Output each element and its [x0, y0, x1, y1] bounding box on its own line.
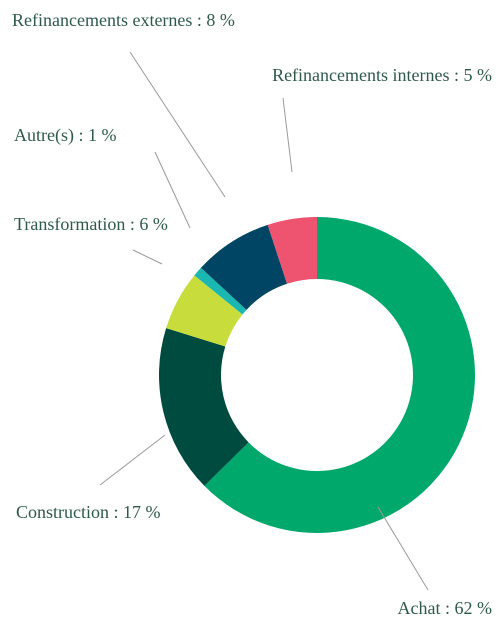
donut-slice — [200, 224, 288, 310]
slice-label: Transformation : 6 % — [14, 214, 168, 234]
donut-slice — [166, 275, 243, 347]
slice-label: Achat : 62 % — [397, 598, 492, 618]
donut-slice — [267, 217, 317, 284]
slice-label: Refinancements externes : 8 % — [12, 10, 235, 30]
leader-line — [377, 506, 429, 591]
donut-slice — [194, 267, 247, 315]
leader-line — [132, 249, 163, 265]
leader-line — [129, 51, 226, 198]
slice-label: Autre(s) : 1 % — [14, 125, 117, 145]
slice-label: Refinancements internes : 5 % — [272, 65, 492, 85]
leader-line — [154, 151, 191, 229]
leader-line — [282, 97, 293, 173]
donut-slice — [158, 328, 249, 486]
slice-label: Construction : 17 % — [16, 502, 161, 522]
leader-line — [99, 434, 166, 486]
donut-slice — [204, 217, 475, 533]
